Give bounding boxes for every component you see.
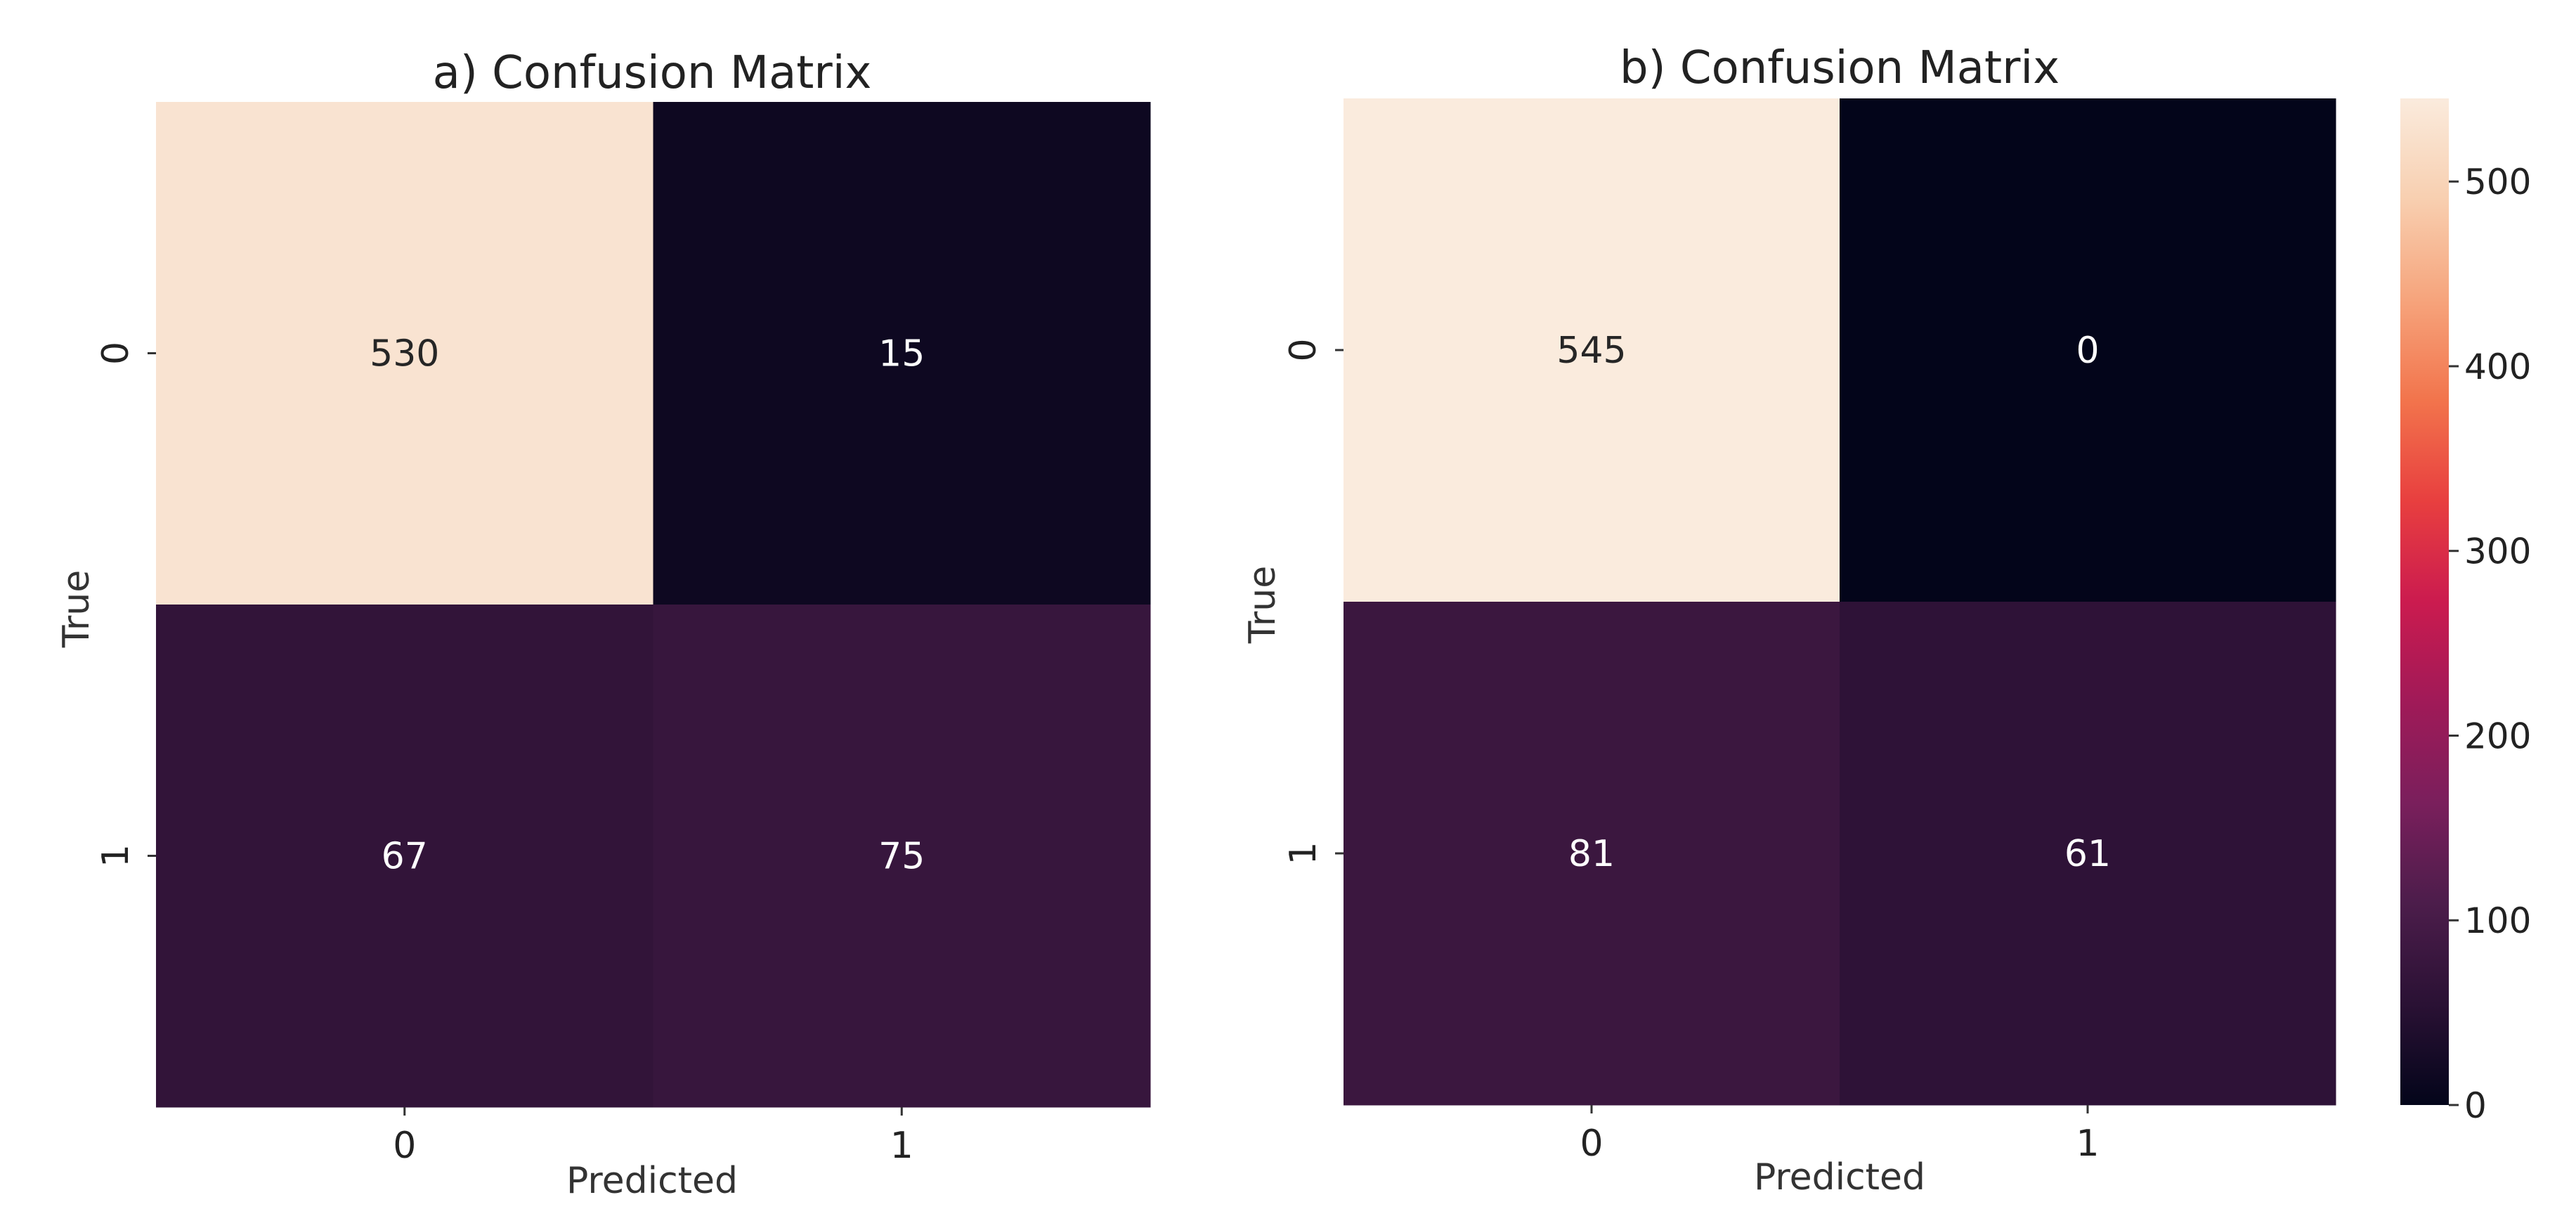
panel-b-title: b) Confusion Matrix bbox=[1620, 42, 2060, 94]
panel-b-cell-value-r1-c0: 81 bbox=[1568, 833, 1615, 875]
panel-b-cells: 545 0 81 61 bbox=[1344, 98, 2336, 1106]
panel-a-cell-r0-c1 bbox=[653, 102, 1151, 605]
panel-b-xtick-label-0: 0 bbox=[1580, 1123, 1603, 1165]
colorbar-gradient bbox=[2400, 98, 2449, 1105]
panel-b-ytick-label-1: 1 bbox=[1282, 841, 1325, 865]
panel-a-title: a) Confusion Matrix bbox=[433, 47, 872, 99]
panel-b-xlabel: Predicted bbox=[1754, 1156, 1925, 1199]
colorbar-tick-label-500: 500 bbox=[2464, 162, 2531, 202]
panel-a-xlabel: Predicted bbox=[566, 1160, 738, 1202]
panel-b-cell-r1-c1 bbox=[1840, 602, 2336, 1106]
panel-a-cell-value-r0-c1: 15 bbox=[878, 333, 925, 375]
panel-a-cell-r1-c0 bbox=[156, 605, 653, 1108]
panel-a-ylabel: True bbox=[56, 570, 98, 648]
colorbar-ticks: 0 100 200 300 400 500 bbox=[2449, 162, 2531, 1126]
panel-a-cell-value-r0-c0: 530 bbox=[370, 333, 439, 375]
panel-a-ytick-label-0: 0 bbox=[95, 342, 137, 365]
colorbar-tick-label-0: 0 bbox=[2464, 1085, 2487, 1126]
panel-a-ytick-label-1: 1 bbox=[95, 844, 137, 867]
panel-b-cell-r0-c1 bbox=[1840, 98, 2336, 602]
colorbar: 0 100 200 300 400 500 bbox=[2400, 98, 2531, 1126]
panel-b-ytick-label-0: 0 bbox=[1282, 338, 1325, 361]
panel-b-cell-value-r1-c1: 61 bbox=[2064, 833, 2111, 875]
panel-a-xtick-label-0: 0 bbox=[393, 1125, 416, 1167]
panel-b-xtick-label-1: 1 bbox=[2076, 1123, 2099, 1165]
panel-b-y-ticks: 01 bbox=[1282, 338, 1344, 865]
panel-b-cell-r1-c0 bbox=[1344, 602, 1840, 1106]
panel-a-cell-value-r1-c1: 75 bbox=[878, 836, 925, 878]
panel-b-cell-value-r0-c1: 0 bbox=[2076, 330, 2099, 372]
colorbar-tick-label-300: 300 bbox=[2464, 531, 2531, 572]
colorbar-tick-label-400: 400 bbox=[2464, 347, 2531, 387]
panel-b-ylabel: True bbox=[1242, 566, 1284, 644]
colorbar-tick-label-100: 100 bbox=[2464, 900, 2531, 941]
panel-b-cell-r0-c0 bbox=[1344, 98, 1840, 602]
panel-a-cell-r0-c0 bbox=[156, 102, 653, 605]
panel-a-xtick-label-1: 1 bbox=[890, 1125, 913, 1167]
colorbar-tick-label-200: 200 bbox=[2464, 716, 2531, 756]
panel-b-cell-value-r0-c0: 545 bbox=[1556, 330, 1626, 372]
panel-a-cell-value-r1-c0: 67 bbox=[382, 836, 428, 878]
panel-a-cells: 530 15 67 75 bbox=[156, 102, 1151, 1108]
panel-a-cell-r1-c1 bbox=[653, 605, 1151, 1108]
panel-a-y-ticks: 01 bbox=[95, 342, 156, 867]
